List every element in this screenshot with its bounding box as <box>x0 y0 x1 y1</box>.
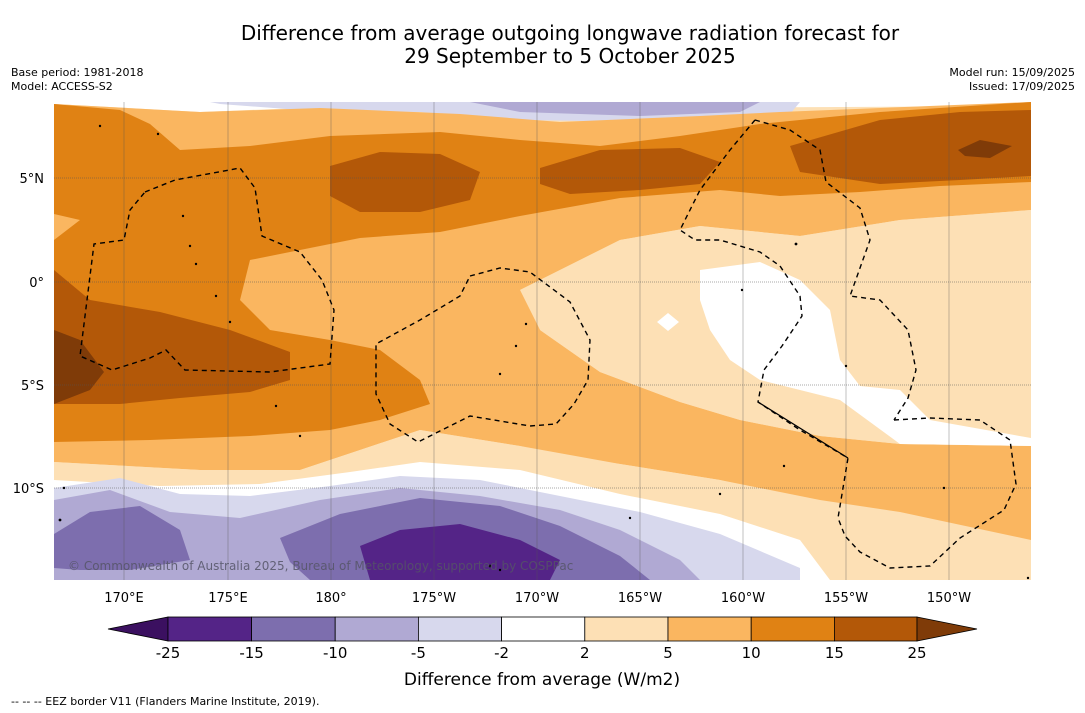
band-neutral-center <box>700 262 1031 446</box>
eez-phoenix-east <box>754 119 917 421</box>
model-run: Model run: 15/09/2025 <box>949 66 1075 79</box>
meta-right: Model run: 15/09/2025 Issued: 17/09/2025 <box>949 66 1075 94</box>
colorbar-cell <box>750 616 835 642</box>
colorbar-cell <box>167 616 252 642</box>
eez-tuvalu <box>79 167 335 373</box>
lon-label: 165°W <box>618 591 662 606</box>
band-purple-top-mid <box>470 102 760 116</box>
lat-label: 10°S <box>13 482 44 497</box>
band-15-to-25-blob-b <box>540 148 720 194</box>
colorbar <box>107 616 978 642</box>
eez-tokelau <box>375 267 591 443</box>
band-15-to-25-blob-a <box>330 152 480 212</box>
lon-label: 175°E <box>208 591 248 606</box>
lat-label: 5°S <box>21 379 44 394</box>
colorbar-cell <box>667 616 752 642</box>
island-markers <box>58 124 1030 580</box>
title-line-1: Difference from average outgoing longwav… <box>240 21 900 45</box>
eez-legend: -- -- -- EEZ border V11 (Flanders Marine… <box>11 695 320 708</box>
lat-label: 0° <box>29 276 44 291</box>
band-neutral-spot <box>657 313 679 331</box>
longitude-labels: 170°E 175°E 180° 175°W 170°W 165°W 160°W… <box>104 591 971 606</box>
band-15-to-25-blob-c <box>790 110 1031 184</box>
colorbar-cell <box>501 616 586 642</box>
lon-label: 160°W <box>721 591 765 606</box>
colorbar-label: Difference from average (W/m2) <box>404 670 680 690</box>
colorbar-tick: 15 <box>825 644 844 662</box>
latitude-labels: 5°N 0° 5°S 10°S <box>13 172 44 497</box>
lat-label: 5°N <box>20 172 45 187</box>
colorbar-tick: 25 <box>907 644 926 662</box>
colorbar-cell <box>584 616 669 642</box>
colorbar-tick: -5 <box>411 644 426 662</box>
title-line-2: 29 September to 5 October 2025 <box>404 44 736 68</box>
band-10-to-15-edge <box>54 108 120 180</box>
base-period: Base period: 1981-2018 <box>11 66 144 79</box>
band-purple-south-dark-a <box>54 506 190 570</box>
band-10-to-15 <box>54 102 1031 442</box>
lon-label: 175°W <box>412 591 456 606</box>
colorbar-tick: 2 <box>580 644 590 662</box>
map-title: Difference from average outgoing longwav… <box>0 22 1085 68</box>
lon-label: 180° <box>315 591 346 606</box>
band-purple-south-darkest <box>360 524 560 580</box>
issued-date: Issued: 17/09/2025 <box>968 80 1075 93</box>
lon-label: 170°W <box>515 591 559 606</box>
copyright-text: © Commonwealth of Australia 2025, Bureau… <box>68 559 573 573</box>
colorbar-tick: -10 <box>323 644 348 662</box>
colorbar-cell <box>417 616 502 642</box>
colorbar-tick: -15 <box>239 644 264 662</box>
colorbar-ticks: -25 -15 -10 -5 -2 2 5 10 15 25 <box>156 644 927 662</box>
lon-label: 170°E <box>104 591 144 606</box>
eez-borders <box>79 119 1017 569</box>
contour-fill-layer <box>54 102 1031 580</box>
lon-label: 155°W <box>824 591 868 606</box>
colorbar-extend-low <box>107 616 169 642</box>
colorbar-cell <box>334 616 419 642</box>
eez-line-islands <box>679 119 849 519</box>
lon-label: 150°W <box>927 591 971 606</box>
colorbar-tick: -2 <box>494 644 509 662</box>
colorbar-cell <box>251 616 336 642</box>
band-over-25-b <box>958 140 1012 158</box>
colorbar-tick: 5 <box>663 644 673 662</box>
model-name: Model: ACCESS-S2 <box>11 80 113 93</box>
colorbar-tick: -25 <box>156 644 181 662</box>
colorbar-cell <box>834 616 918 642</box>
band-over-25 <box>54 330 104 404</box>
colorbar-extend-high <box>916 616 978 642</box>
colorbar-tick: 10 <box>742 644 761 662</box>
meta-left: Base period: 1981-2018 Model: ACCESS-S2 <box>11 66 143 94</box>
eez-solid-segment <box>757 401 849 459</box>
gridlines <box>54 102 1031 580</box>
